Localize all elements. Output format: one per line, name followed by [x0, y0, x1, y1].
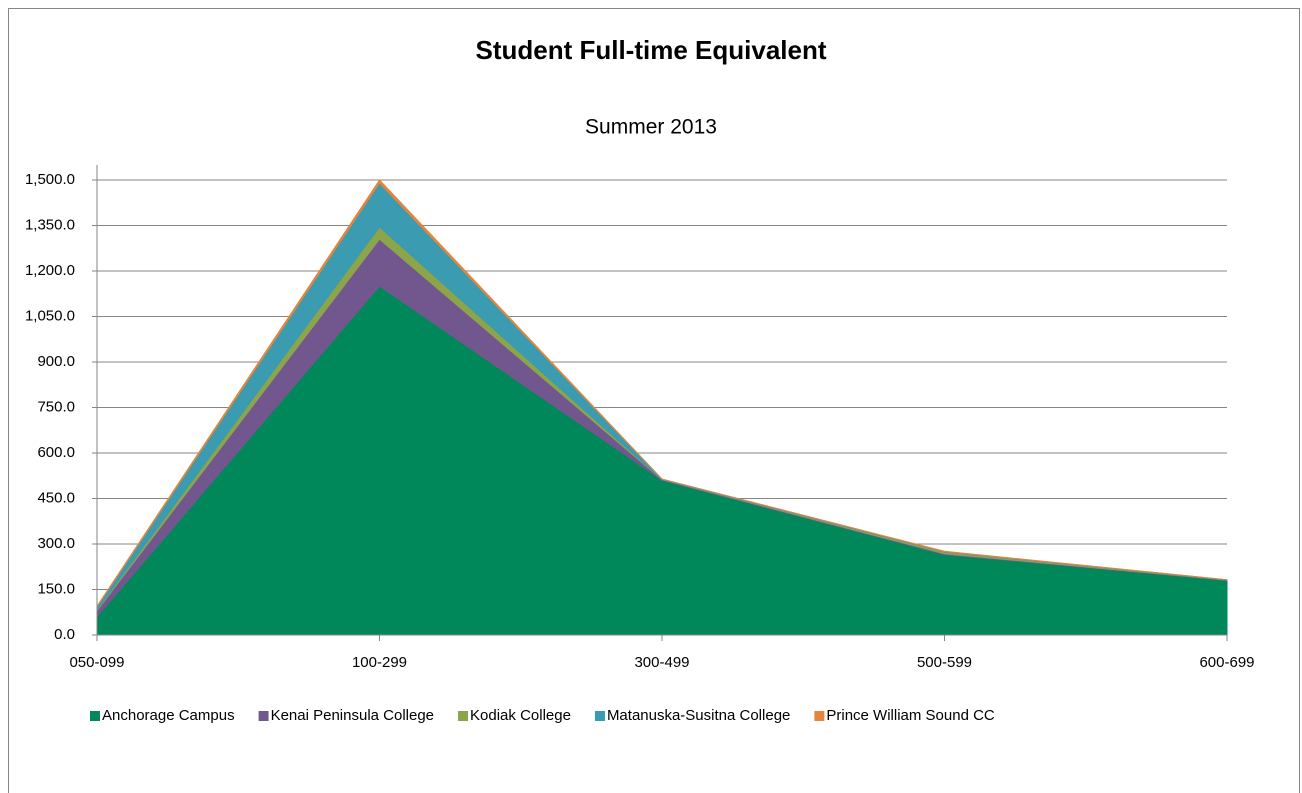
- y-tick-label: 1,200.0: [25, 262, 75, 279]
- legend-swatch: [258, 711, 269, 721]
- legend-swatch: [814, 711, 825, 721]
- x-tick-label: 100-299: [352, 654, 407, 671]
- x-tick-label: 050-099: [69, 654, 124, 671]
- legend-swatch: [458, 711, 469, 721]
- area: [96, 179, 1228, 609]
- y-tick-label: 900.0: [37, 353, 75, 370]
- y-tick-label: 450.0: [37, 489, 75, 506]
- x-tick-label: 500-599: [917, 654, 972, 671]
- y-tick-label: 300.0: [37, 535, 75, 552]
- y-tick-label: 150.0: [37, 580, 75, 597]
- y-tick-label: 0.0: [54, 626, 75, 643]
- legend-label: Kodiak College: [470, 707, 571, 724]
- chart-frame: [8, 8, 1300, 793]
- legend-label: Matanuska-Susitna College: [607, 707, 790, 724]
- legend-label: Kenai Peninsula College: [271, 707, 434, 724]
- y-tick-label: 750.0: [37, 398, 75, 415]
- y-tick-label: 1,500.0: [25, 171, 75, 188]
- legend-label: Anchorage Campus: [102, 707, 235, 724]
- y-tick-label: 1,050.0: [25, 307, 75, 324]
- legend-swatch: [90, 711, 100, 721]
- x-tick-label: 600-699: [1199, 654, 1254, 671]
- legend-swatch: [594, 711, 605, 721]
- chart-title: Student Full-time Equivalent: [475, 35, 826, 65]
- y-tick-label: 1,350.0: [25, 216, 75, 233]
- legend-label: Prince William Sound CC: [826, 707, 995, 724]
- x-tick-label: 300-499: [634, 654, 689, 671]
- chart-subtitle: Summer 2013: [585, 116, 717, 139]
- y-tick-label: 600.0: [37, 444, 75, 461]
